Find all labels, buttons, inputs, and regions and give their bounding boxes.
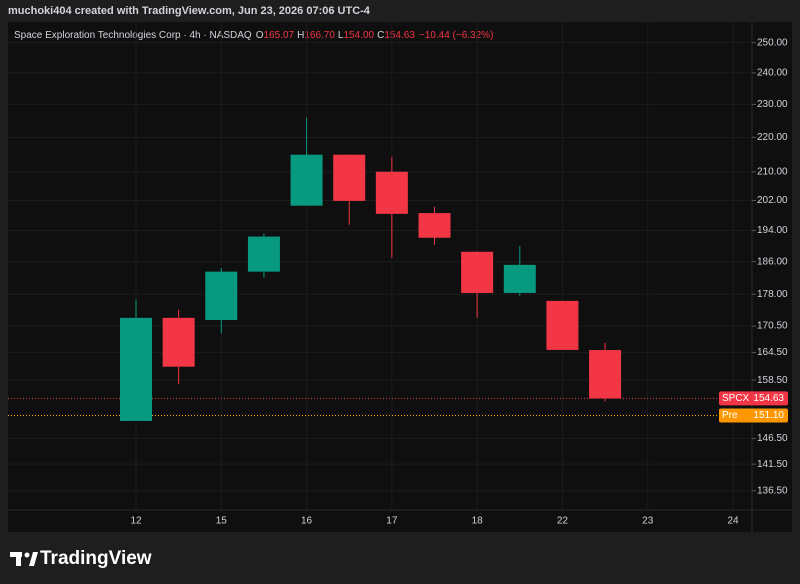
brand-logo (10, 552, 38, 566)
x-tick-label: 22 (557, 516, 569, 527)
y-tick-label: 136.50 (757, 485, 788, 496)
candle-body (418, 213, 451, 238)
candle-body (461, 251, 494, 293)
x-tick-label: 16 (301, 516, 313, 527)
y-tick-label: 141.50 (757, 459, 788, 470)
x-tick-label: 12 (130, 516, 142, 527)
price-tag-value: 151.10 (753, 410, 784, 421)
logo-part (24, 552, 30, 558)
y-tick-label: 186.00 (757, 256, 788, 267)
y-tick-label: 170.50 (757, 321, 788, 332)
legend-item: 154.00 (343, 30, 374, 41)
y-tick-label: 210.00 (757, 166, 788, 177)
legend-item: H (297, 30, 304, 41)
legend-item: 154.63 (384, 30, 415, 41)
candle-body (333, 154, 366, 201)
x-tick-label: 23 (642, 516, 654, 527)
candle-body (205, 271, 238, 321)
candle-body (546, 300, 579, 350)
candle-body (162, 317, 195, 367)
candle-body (120, 317, 152, 421)
attribution: muchoki404 created with TradingView.com,… (8, 5, 371, 17)
chart-area (8, 22, 792, 532)
price-tag-name: SPCX (722, 393, 750, 404)
y-tick-label: 202.00 (757, 195, 788, 206)
y-tick-label: 146.50 (757, 433, 788, 444)
y-tick-label: 158.50 (757, 375, 788, 386)
legend-item: L (338, 30, 344, 41)
price-tag-value: 154.63 (753, 393, 784, 404)
price-tag-name: Pre (722, 410, 738, 421)
legend-item: 165.07 (264, 30, 295, 41)
logo-part (16, 552, 21, 566)
brand: TradingView (40, 548, 152, 569)
candle-body (290, 154, 323, 206)
legend-item: 166.70 (304, 30, 335, 41)
x-tick-label: 15 (216, 516, 228, 527)
legend-item: C (377, 30, 384, 41)
price-tag (719, 391, 788, 406)
candle-body (503, 264, 536, 293)
y-tick-label: 230.00 (757, 99, 788, 110)
x-tick-label: 17 (386, 516, 398, 527)
candle-body (247, 236, 280, 272)
legend-item: Space Exploration Technologies Corp · 4h… (14, 30, 252, 41)
candle-body (589, 350, 622, 399)
candle-body (375, 171, 408, 214)
legend-item: −10.44 (−6.32%) (419, 30, 494, 41)
y-tick-label: 220.00 (757, 132, 788, 143)
legend-item: O (256, 30, 264, 41)
y-tick-label: 194.00 (757, 225, 788, 236)
x-tick-label: 24 (727, 516, 739, 527)
logo-part (29, 552, 38, 566)
y-tick-label: 164.50 (757, 347, 788, 358)
price-tag (719, 408, 788, 423)
y-tick-label: 240.00 (757, 68, 788, 79)
legend: Space Exploration Technologies Corp · 4h… (14, 30, 493, 41)
y-tick-label: 178.00 (757, 289, 788, 300)
x-tick-label: 18 (472, 516, 484, 527)
y-tick-label: 250.00 (757, 37, 788, 48)
